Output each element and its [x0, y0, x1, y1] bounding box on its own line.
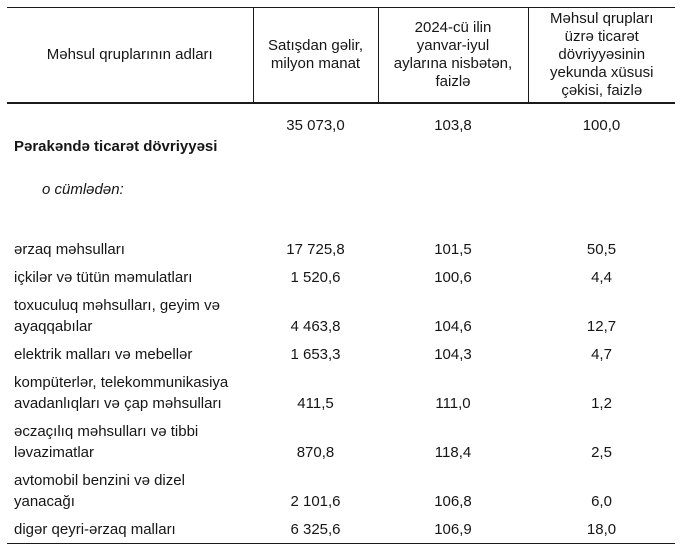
table-row: kompüterlər, telekommunikasiya avadanlıq… — [7, 368, 675, 417]
table-row: içkilər və tütün məmulatları 1 520,6 100… — [7, 263, 675, 291]
header-product-group: Məhsul qruplarının adları — [7, 7, 253, 104]
retail-trade-table: Məhsul qruplarının adları Satışdan gəlir… — [7, 7, 675, 544]
share-cell: 4,4 — [591, 269, 612, 286]
revenue-cell: 1 653,3 — [290, 346, 341, 363]
product-name-cell: avtomobil benzini və dizel yanacağı — [14, 472, 185, 510]
percent-cell: 106,8 — [434, 493, 472, 510]
header-revenue: Satışdan gəlir, milyon manat — [252, 7, 378, 104]
percent-cell: 100,6 — [434, 269, 472, 286]
total-label: Pərakəndə ticarət dövriyyəsi — [14, 138, 218, 155]
total-revenue-cell: 35 073,0 — [286, 117, 345, 134]
revenue-cell: 6 325,6 — [253, 515, 378, 544]
total-subnote: o cümlədən: — [42, 181, 124, 198]
revenue-cell: 4 463,8 — [290, 318, 341, 335]
header-percent-vs-2024: 2024-cü ilin yanvar-iyul aylarına nisbət… — [377, 7, 528, 104]
revenue-cell: 2 101,6 — [290, 493, 341, 510]
total-share-cell: 100,0 — [582, 117, 621, 134]
product-name-cell: elektrik malları və mebellər — [14, 346, 193, 363]
share-cell: 1,2 — [591, 395, 612, 412]
share-cell: 50,5 — [586, 241, 617, 258]
product-name-cell: toxuculuq məhsulları, geyim və ayaqqabıl… — [14, 297, 220, 335]
share-cell: 6,0 — [591, 493, 612, 510]
percent-cell: 111,0 — [435, 395, 471, 412]
share-cell: 4,7 — [591, 346, 612, 363]
revenue-cell: 411,5 — [297, 395, 334, 412]
table-row-total: Pərakəndə ticarət dövriyyəsi o cümlədən:… — [7, 103, 675, 235]
product-name-cell: digər qeyri-ərzaq malları — [7, 515, 253, 544]
table-row: digər qeyri-ərzaq malları 6 325,6 106,9 … — [7, 515, 675, 544]
revenue-cell: 1 520,6 — [290, 269, 341, 286]
percent-cell: 104,6 — [434, 318, 472, 335]
total-name-cell: Pərakəndə ticarət dövriyyəsi o cümlədən: — [7, 103, 253, 235]
table-row: ərzaq məhsulları 17 725,8 101,5 50,5 — [7, 235, 675, 263]
table-body: Pərakəndə ticarət dövriyyəsi o cümlədən:… — [7, 103, 675, 544]
header-share-in-total: Məhsul qrupları üzrə ticarət dövriyyəsin… — [527, 7, 675, 104]
table-row: toxuculuq məhsulları, geyim və ayaqqabıl… — [7, 291, 675, 340]
revenue-cell: 17 725,8 — [286, 241, 345, 258]
table-row: elektrik malları və mebellər 1 653,3 104… — [7, 340, 675, 368]
product-name-cell: kompüterlər, telekommunikasiya avadanlıq… — [14, 374, 229, 412]
percent-cell: 106,9 — [378, 515, 528, 544]
table-row: avtomobil benzini və dizel yanacağı 2 10… — [7, 466, 675, 515]
share-cell: 12,7 — [586, 318, 617, 335]
product-name-cell: içkilər və tütün məmulatları — [14, 269, 193, 286]
total-percent-cell: 103,8 — [434, 117, 472, 134]
product-name-cell: əczaçılıq məhsulları və tibbi ləvazimatl… — [14, 423, 199, 461]
percent-cell: 104,3 — [434, 346, 472, 363]
table-header: Məhsul qruplarının adları Satışdan gəlir… — [7, 7, 675, 104]
header-row: Məhsul qruplarının adları Satışdan gəlir… — [7, 7, 675, 104]
percent-cell: 101,5 — [434, 241, 472, 258]
product-name-cell: ərzaq məhsulları — [14, 241, 125, 258]
share-cell: 18,0 — [528, 515, 675, 544]
